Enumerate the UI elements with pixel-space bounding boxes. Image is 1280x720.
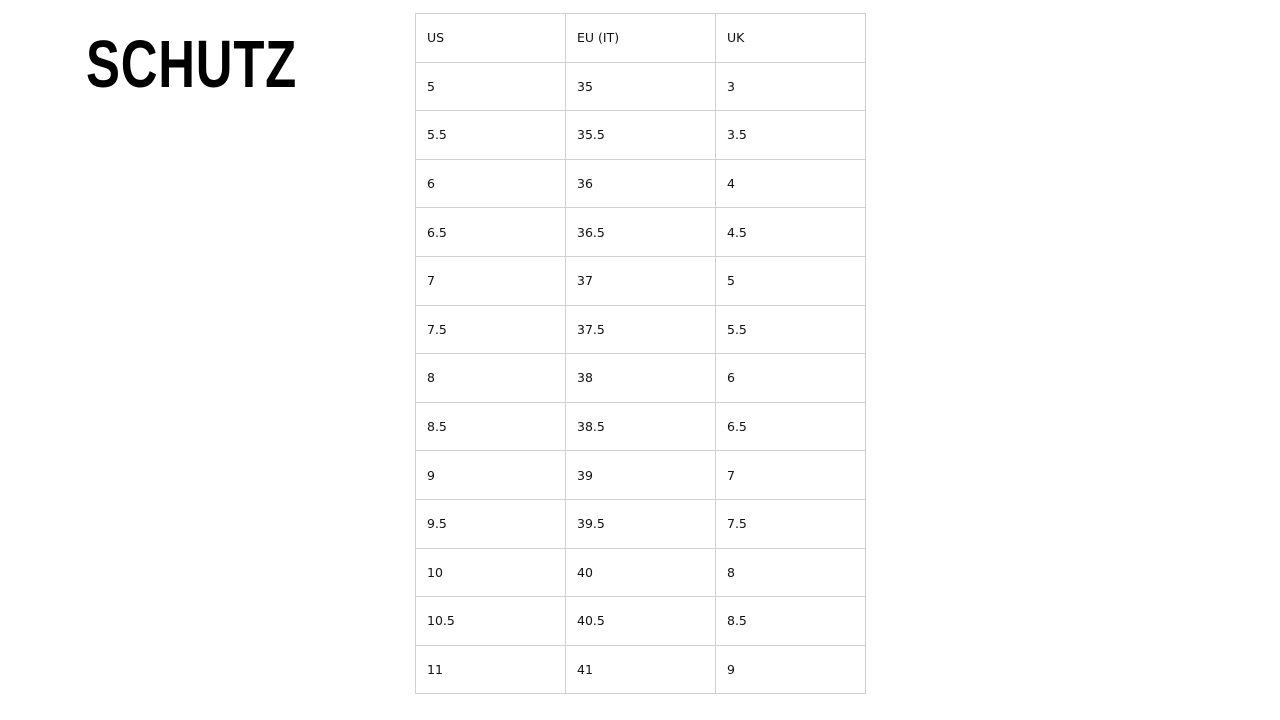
header-us: US — [415, 13, 566, 63]
cell-uk: 6 — [715, 353, 866, 403]
cell-eu: 35 — [565, 61, 716, 112]
header-eu: EU (IT) — [565, 13, 716, 63]
cell-us: 6 — [415, 158, 566, 209]
cell-uk: 4 — [715, 158, 866, 209]
cell-uk: 3.5 — [715, 110, 866, 160]
cell-eu: 36 — [565, 158, 716, 209]
cell-us: 8 — [415, 353, 566, 403]
cell-us: 6.5 — [415, 207, 566, 257]
cell-uk: 7 — [715, 450, 866, 500]
cell-uk: 8.5 — [715, 596, 866, 646]
cell-uk: 4.5 — [715, 207, 866, 257]
table-row: 5.5 35.5 3.5 — [415, 110, 866, 160]
cell-eu: 39.5 — [565, 498, 716, 549]
cell-us: 7.5 — [415, 304, 566, 355]
table-header-row: US EU (IT) UK — [415, 13, 866, 63]
table-row: 7.5 37.5 5.5 — [415, 304, 866, 355]
cell-eu: 40.5 — [565, 596, 716, 646]
cell-eu: 38.5 — [565, 401, 716, 452]
table-row: 6 36 4 — [415, 158, 866, 209]
table-row: 9.5 39.5 7.5 — [415, 498, 866, 549]
cell-eu: 40 — [565, 547, 716, 598]
cell-us: 11 — [415, 644, 566, 695]
cell-eu: 36.5 — [565, 207, 716, 257]
cell-uk: 8 — [715, 547, 866, 598]
cell-us: 5 — [415, 61, 566, 112]
cell-eu: 37 — [565, 255, 716, 306]
table-row: 9 39 7 — [415, 450, 866, 500]
cell-eu: 37.5 — [565, 304, 716, 355]
cell-uk: 6.5 — [715, 401, 866, 452]
cell-us: 8.5 — [415, 401, 566, 452]
cell-eu: 41 — [565, 644, 716, 695]
table-row: 8 38 6 — [415, 353, 866, 403]
cell-uk: 7.5 — [715, 498, 866, 549]
cell-us: 9 — [415, 450, 566, 500]
header-uk: UK — [715, 13, 866, 63]
cell-us: 10 — [415, 547, 566, 598]
size-chart-table: US EU (IT) UK 5 35 3 5.5 35.5 3.5 6 36 4 6.5 36.5 4… — [415, 13, 866, 695]
cell-uk: 3 — [715, 61, 866, 112]
cell-us: 7 — [415, 255, 566, 306]
table-row: 6.5 36.5 4.5 — [415, 207, 866, 257]
table-row: 10 40 8 — [415, 547, 866, 598]
cell-us: 9.5 — [415, 498, 566, 549]
cell-eu: 39 — [565, 450, 716, 500]
cell-uk: 5 — [715, 255, 866, 306]
cell-us: 10.5 — [415, 596, 566, 646]
table-row: 5 35 3 — [415, 61, 866, 112]
cell-us: 5.5 — [415, 110, 566, 160]
table-row: 11 41 9 — [415, 644, 866, 695]
cell-uk: 9 — [715, 644, 866, 695]
cell-eu: 35.5 — [565, 110, 716, 160]
brand-logo: SCHUTZ — [86, 27, 298, 102]
cell-uk: 5.5 — [715, 304, 866, 355]
table-row: 10.5 40.5 8.5 — [415, 596, 866, 646]
table-row: 8.5 38.5 6.5 — [415, 401, 866, 452]
table-row: 7 37 5 — [415, 255, 866, 306]
cell-eu: 38 — [565, 353, 716, 403]
